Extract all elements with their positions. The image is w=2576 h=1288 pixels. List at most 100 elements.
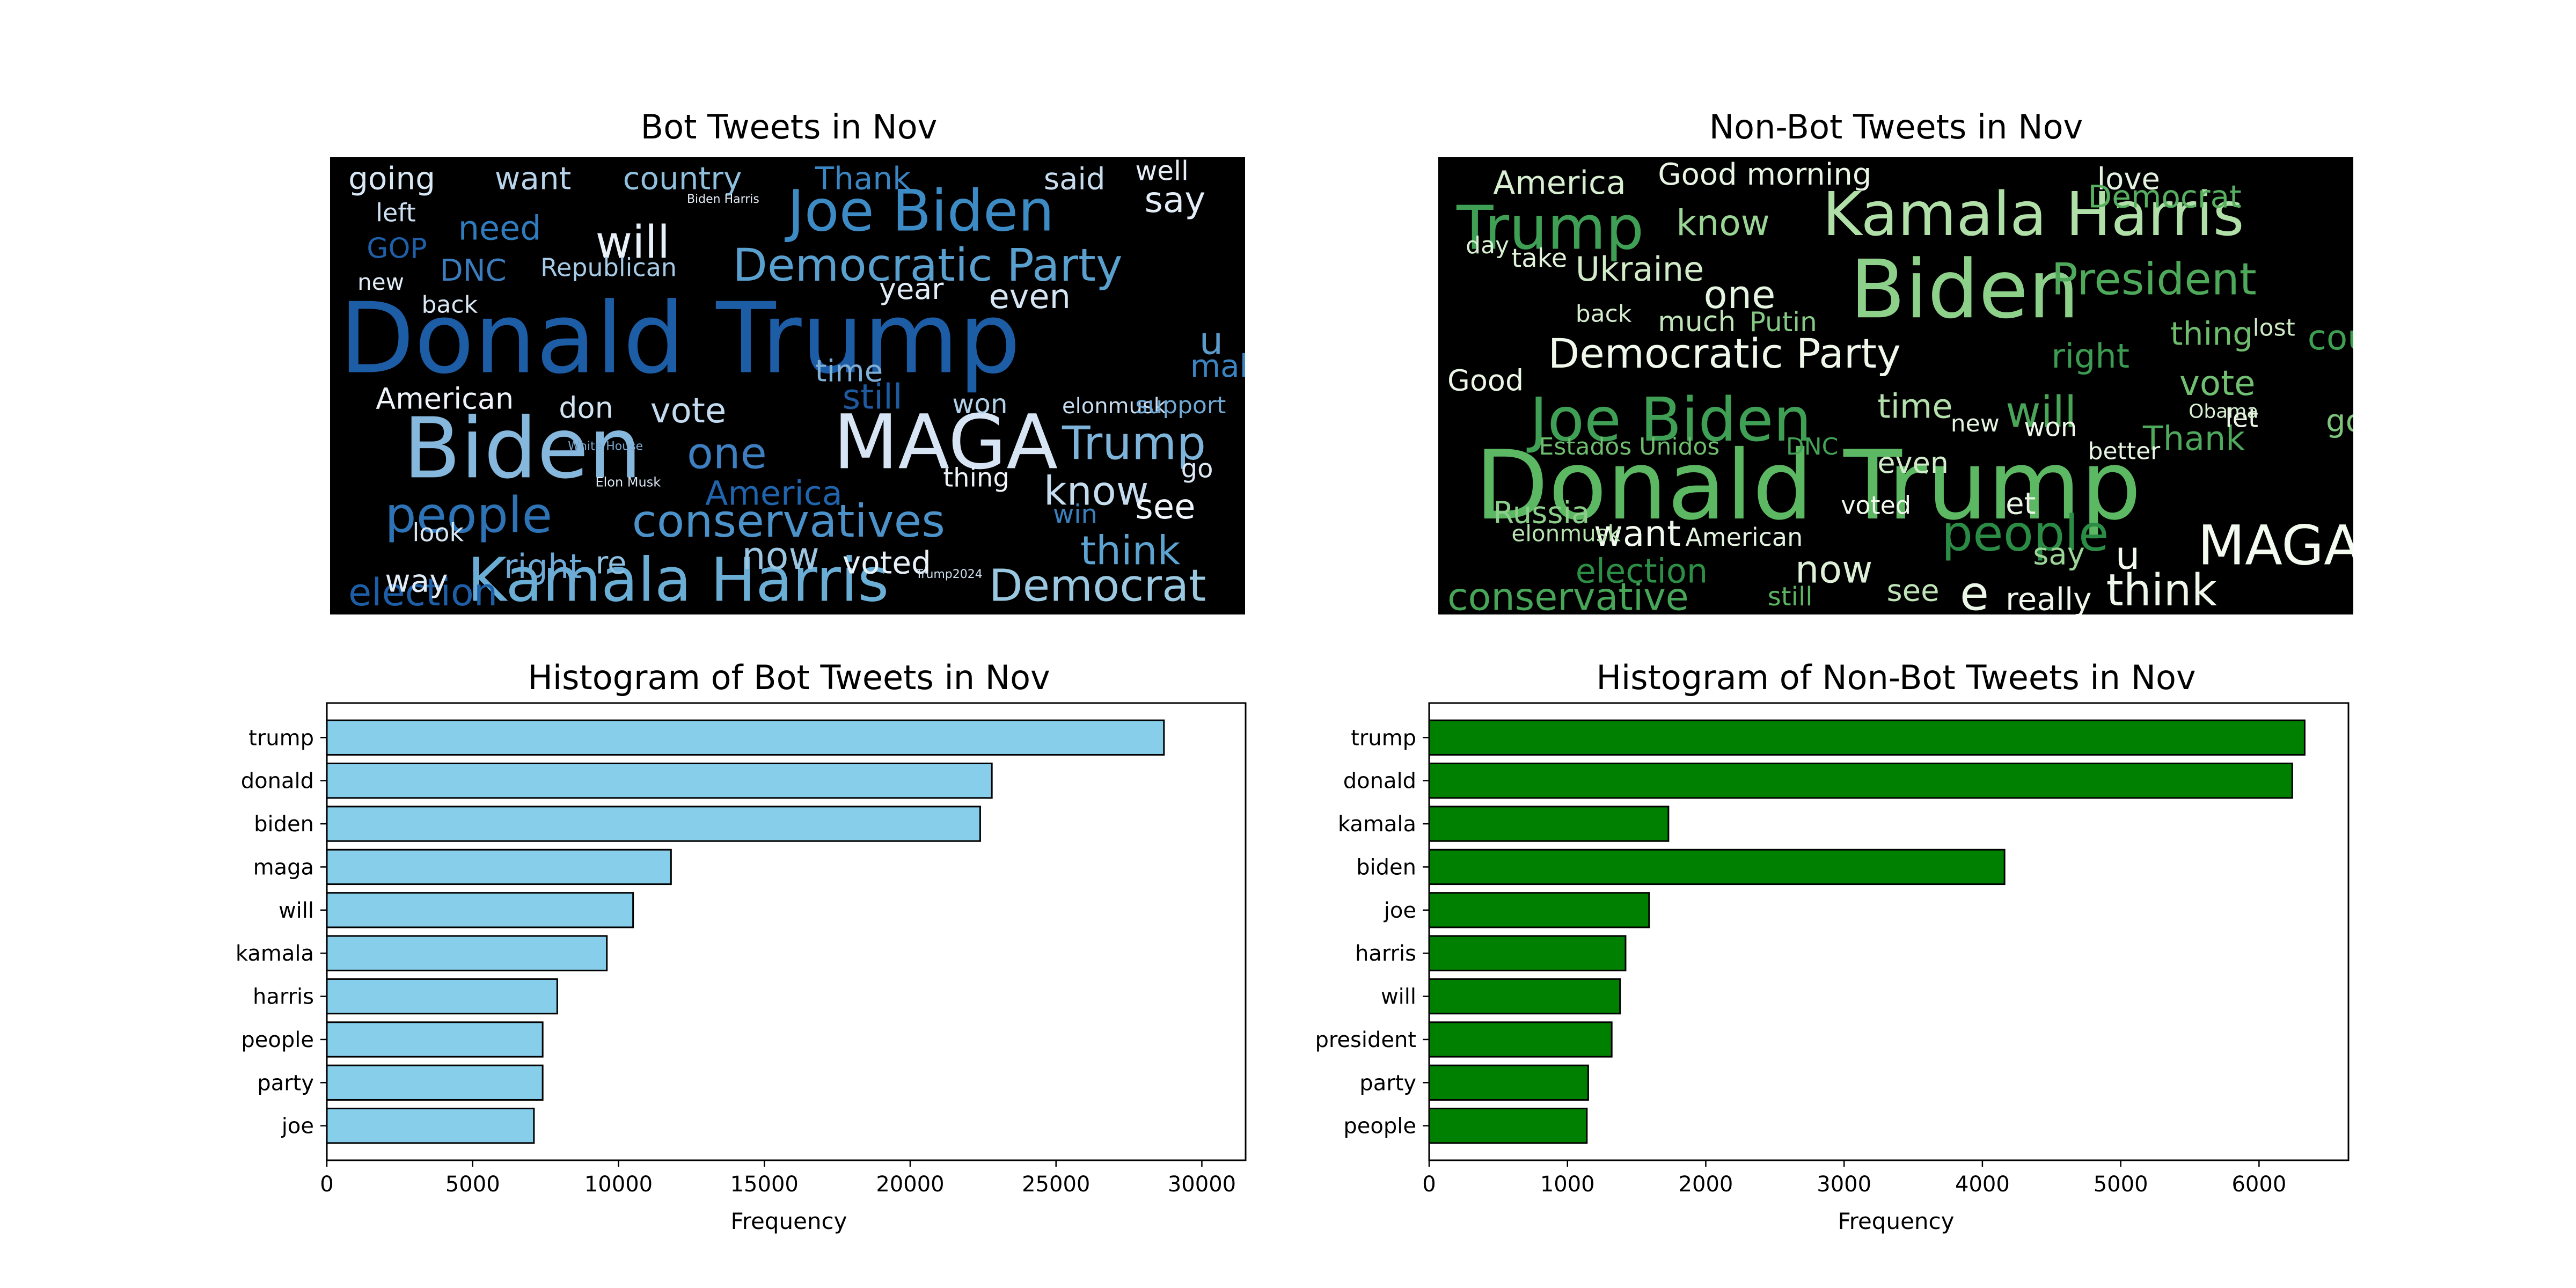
cloud-word: take [1511,243,1567,273]
cloud-word: one [1703,272,1775,317]
cloud-word: way [385,562,448,599]
cloud-word: going [2326,402,2413,439]
cloud-word: see [1135,487,1195,527]
x-tick-label: 15000 [730,1172,799,1197]
bot-wordcloud-background [330,157,1245,614]
nonbot-wordcloud-title: Non-Bot Tweets in Nov [1709,107,2083,147]
cloud-word: Thank [2142,419,2245,458]
x-tick-label: 6000 [2231,1172,2286,1197]
cloud-word: Elon Musk [595,474,661,489]
y-tick-label: kamala [236,941,314,966]
x-tick-label: 3000 [1817,1172,1871,1197]
cloud-word: right [2051,336,2129,376]
cloud-word: Biden [1850,243,2079,336]
y-tick-label: will [279,898,314,923]
cloud-word: new [357,269,404,295]
panel-nonbot-wordcloud: Non-Bot Tweets in Nov Donald Trump BidenK… [1438,107,2439,616]
cloud-word: win [1053,500,1097,530]
bot-wordcloud-title: Bot Tweets in Nov [641,107,938,147]
cloud-word: make [1190,348,1276,384]
cloud-word: want [495,160,571,197]
cloud-word: time [815,354,883,389]
cloud-word: will [2006,387,2076,437]
cloud-word: now [1795,547,1872,591]
bar [1428,1108,1588,1144]
y-tick-label: biden [1356,855,1416,880]
cloud-word: Trump [1456,193,1644,263]
bar [1428,892,1650,928]
bar [326,892,634,928]
y-tick-label: joe [1384,898,1416,923]
bar [326,848,672,885]
cloud-word: even [1877,446,1949,480]
cloud-word: don [559,391,613,425]
y-tick-label: joe [281,1114,314,1139]
bar [326,1021,544,1058]
bar [326,935,608,971]
cloud-word: vote [650,391,727,431]
cloud-word: Good morning [1658,157,1871,192]
cloud-word: much [1658,306,1736,338]
cloud-word: Donald Trump [339,281,1021,395]
cloud-word: Joe Biden [1527,385,1812,455]
bar [326,1064,544,1101]
x-tick-label: 1000 [1540,1172,1595,1197]
cloud-word: elonmusk [1511,521,1621,547]
cloud-word: lost [2252,314,2295,341]
cloud-word: go [1181,453,1213,484]
cloud-word: love [2097,162,2160,197]
y-tick-label: trump [248,726,314,750]
bar [326,806,981,842]
cloud-word: still [1768,582,1813,612]
cloud-word: let [2225,404,2258,434]
cloud-word: Democratic Party [1548,330,1901,377]
y-tick-label: harris [253,985,314,1009]
cloud-word: President [2051,254,2257,305]
x-tick-label: 20000 [876,1172,944,1197]
y-tick-label: biden [254,812,314,837]
cloud-word: Good [1447,364,1524,398]
x-tick-label: 5000 [2094,1172,2148,1197]
cloud-word: vote [2179,364,2255,404]
y-tick-label: people [1343,1114,1416,1139]
bot-histogram-plot: trump donald biden maga will kamala harris peop… [236,702,1247,1197]
x-tick-label: 10000 [584,1172,653,1197]
y-tick-label: party [1359,1071,1416,1095]
cloud-word: American [1685,523,1803,552]
cloud-word: Obama [2189,401,2258,423]
cloud-word: think [2106,565,2218,616]
cloud-word: re [595,544,626,581]
cloud-word: left [376,198,416,227]
y-tick-label: donald [1343,769,1416,794]
cloud-word: Donald Trump [1475,430,2141,541]
y-tick-label: people [241,1028,314,1052]
bar [1428,1021,1613,1058]
cloud-word: DNC [1786,433,1839,460]
y-tick-label: maga [253,855,314,880]
cloud-word: say [1144,179,1205,221]
cloud-word: country [2308,318,2439,358]
bar [1428,1064,1589,1101]
cloud-word: Ukraine [1576,250,1704,289]
bar [1428,935,1627,971]
cloud-word: time [1877,387,1952,426]
y-tick-label: harris [1355,941,1416,966]
cloud-word: America [1493,164,1626,202]
panel-bot-histogram: Histogram of Bot Tweets in Nov trump dona… [236,658,1247,1234]
cloud-word: need [458,208,541,247]
cloud-word: u [1199,319,1223,363]
y-tick-label: donald [241,769,314,794]
cloud-word: America [705,474,843,513]
cloud-word: even [989,277,1071,316]
cloud-word: Democratic Party [733,239,1122,291]
y-tick-label: will [1381,985,1416,1009]
cloud-word: right [504,547,582,586]
cloud-word: voted [843,544,931,581]
cloud-word: Trump [1062,416,1206,470]
cloud-word: thing [943,463,1009,493]
cloud-word: country [623,160,742,197]
cloud-word: Democrat [2088,179,2242,215]
bot-histogram-xlabel: Frequency [731,1208,847,1234]
cloud-word: people [1942,505,2109,562]
